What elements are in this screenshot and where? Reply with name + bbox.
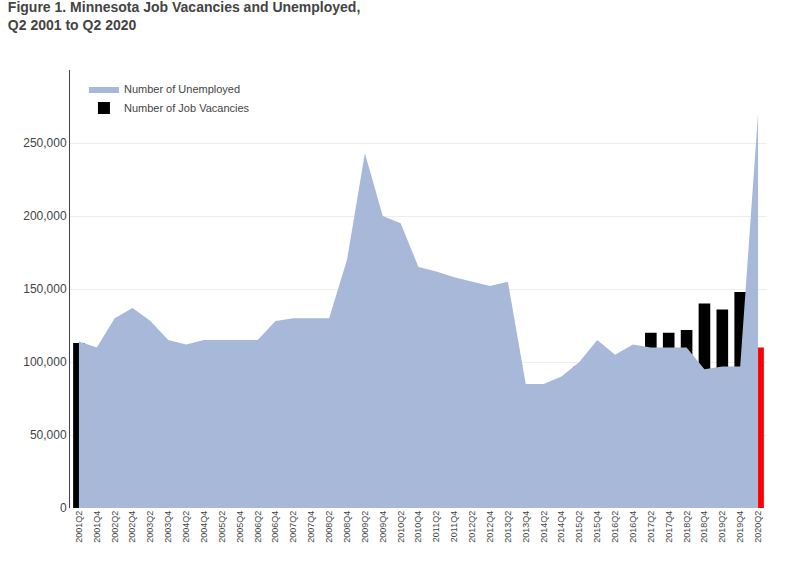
svg-text:2014Q4: 2014Q4 (556, 511, 566, 543)
svg-text:0: 0 (60, 501, 67, 515)
svg-text:2011Q2: 2011Q2 (431, 511, 441, 542)
svg-text:2001Q2: 2001Q2 (74, 511, 84, 543)
svg-text:2009Q4: 2009Q4 (378, 511, 388, 543)
svg-text:2008Q2: 2008Q2 (324, 511, 334, 543)
svg-text:2005Q4: 2005Q4 (235, 511, 245, 543)
svg-text:2015Q2: 2015Q2 (574, 511, 584, 543)
svg-text:2010Q2: 2010Q2 (396, 511, 406, 543)
svg-text:Number of Job Vacancies: Number of Job Vacancies (124, 102, 250, 114)
svg-text:2016Q4: 2016Q4 (628, 511, 638, 543)
svg-text:2019Q4: 2019Q4 (735, 511, 745, 543)
svg-text:2017Q2: 2017Q2 (646, 511, 656, 543)
svg-text:200,000: 200,000 (23, 209, 67, 223)
svg-text:2004Q4: 2004Q4 (199, 511, 209, 543)
svg-text:Number of Unemployed: Number of Unemployed (124, 83, 240, 95)
svg-text:2015Q4: 2015Q4 (592, 511, 602, 543)
svg-text:Figure 1. Minnesota Job Vacanc: Figure 1. Minnesota Job Vacancies and Un… (8, 0, 360, 33)
svg-text:100,000: 100,000 (23, 355, 67, 369)
svg-text:2001Q4: 2001Q4 (92, 511, 102, 543)
svg-text:2010Q4: 2010Q4 (413, 511, 423, 543)
svg-text:2014Q2: 2014Q2 (539, 511, 549, 543)
svg-text:2002Q4: 2002Q4 (127, 511, 137, 543)
svg-text:2013Q2: 2013Q2 (503, 511, 513, 543)
svg-text:2006Q4: 2006Q4 (270, 511, 280, 543)
svg-text:2011Q4: 2011Q4 (449, 511, 459, 542)
svg-text:2018Q4: 2018Q4 (699, 511, 709, 543)
svg-text:2018Q2: 2018Q2 (682, 511, 692, 543)
svg-text:2020Q2: 2020Q2 (753, 511, 763, 543)
svg-text:2008Q4: 2008Q4 (342, 511, 352, 543)
svg-text:250,000: 250,000 (23, 136, 67, 150)
svg-text:2017Q4: 2017Q4 (664, 511, 674, 543)
svg-text:2003Q2: 2003Q2 (145, 511, 155, 543)
svg-text:2007Q2: 2007Q2 (288, 511, 298, 543)
svg-text:2003Q4: 2003Q4 (163, 511, 173, 543)
svg-text:2019Q2: 2019Q2 (717, 511, 727, 543)
svg-text:2013Q4: 2013Q4 (521, 511, 531, 543)
svg-text:2004Q2: 2004Q2 (181, 511, 191, 543)
svg-text:2005Q2: 2005Q2 (217, 511, 227, 543)
svg-text:2002Q2: 2002Q2 (110, 511, 120, 543)
svg-text:2007Q4: 2007Q4 (306, 511, 316, 543)
svg-text:2009Q2: 2009Q2 (360, 511, 370, 543)
svg-text:2012Q2: 2012Q2 (467, 511, 477, 543)
svg-text:2016Q2: 2016Q2 (610, 511, 620, 543)
svg-text:150,000: 150,000 (23, 282, 67, 296)
svg-text:2006Q2: 2006Q2 (253, 511, 263, 543)
svg-text:2012Q4: 2012Q4 (485, 511, 495, 543)
svg-text:50,000: 50,000 (30, 428, 67, 442)
